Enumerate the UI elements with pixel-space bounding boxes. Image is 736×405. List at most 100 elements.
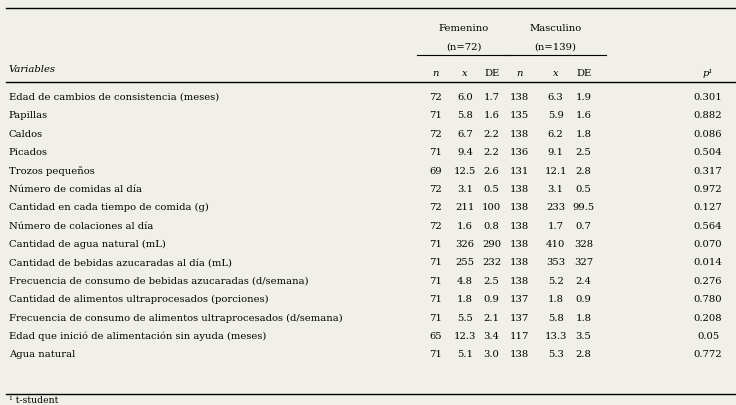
Text: 3.1: 3.1 <box>457 184 473 194</box>
Text: 1.6: 1.6 <box>576 111 592 120</box>
Text: 71: 71 <box>429 294 442 303</box>
Text: 3.0: 3.0 <box>484 350 500 358</box>
Text: n: n <box>433 68 439 77</box>
Text: 5.2: 5.2 <box>548 276 564 285</box>
Text: 2.6: 2.6 <box>484 166 500 175</box>
Text: 99.5: 99.5 <box>573 203 595 212</box>
Text: 138: 138 <box>510 239 529 248</box>
Text: 328: 328 <box>574 239 593 248</box>
Text: Variables: Variables <box>9 64 56 73</box>
Text: 5.9: 5.9 <box>548 111 564 120</box>
Text: 327: 327 <box>574 258 593 267</box>
Text: Cantidad de agua natural (mL): Cantidad de agua natural (mL) <box>9 239 166 249</box>
Text: 13.3: 13.3 <box>545 331 567 340</box>
Text: 1.8: 1.8 <box>576 130 592 139</box>
Text: 0.127: 0.127 <box>693 203 723 212</box>
Text: 4.8: 4.8 <box>457 276 473 285</box>
Text: 1.8: 1.8 <box>548 294 564 303</box>
Text: 5.8: 5.8 <box>457 111 473 120</box>
Text: 410: 410 <box>546 239 565 248</box>
Text: 353: 353 <box>546 258 565 267</box>
Text: 5.8: 5.8 <box>548 313 564 322</box>
Text: 69: 69 <box>429 166 442 175</box>
Text: Número de colaciones al día: Número de colaciones al día <box>9 221 153 230</box>
Text: DE: DE <box>484 68 499 77</box>
Text: DE: DE <box>576 68 591 77</box>
Text: 71: 71 <box>429 258 442 267</box>
Text: 1.7: 1.7 <box>548 221 564 230</box>
Text: 0.504: 0.504 <box>693 148 723 157</box>
Text: 6.7: 6.7 <box>457 130 473 139</box>
Text: 0.972: 0.972 <box>694 184 722 194</box>
Text: 2.4: 2.4 <box>576 276 592 285</box>
Text: 131: 131 <box>510 166 529 175</box>
Text: 117: 117 <box>510 331 529 340</box>
Text: Edad de cambios de consistencia (meses): Edad de cambios de consistencia (meses) <box>9 93 219 102</box>
Text: 6.0: 6.0 <box>457 93 473 102</box>
Text: 138: 138 <box>510 130 529 139</box>
Text: (n=139): (n=139) <box>534 42 576 51</box>
Text: 0.086: 0.086 <box>694 130 722 139</box>
Text: 12.1: 12.1 <box>545 166 567 175</box>
Text: (n=72): (n=72) <box>446 42 481 51</box>
Text: 138: 138 <box>510 350 529 358</box>
Text: 71: 71 <box>429 350 442 358</box>
Text: Caldos: Caldos <box>9 130 43 139</box>
Text: 135: 135 <box>510 111 529 120</box>
Text: 255: 255 <box>456 258 475 267</box>
Text: 0.317: 0.317 <box>693 166 723 175</box>
Text: Frecuencia de consumo de alimentos ultraprocesados (d/semana): Frecuencia de consumo de alimentos ultra… <box>9 313 342 322</box>
Text: 5.1: 5.1 <box>457 350 473 358</box>
Text: 5.5: 5.5 <box>457 313 473 322</box>
Text: 0.8: 0.8 <box>484 221 500 230</box>
Text: 2.8: 2.8 <box>576 166 592 175</box>
Text: 71: 71 <box>429 276 442 285</box>
Text: 326: 326 <box>456 239 475 248</box>
Text: Número de comidas al día: Número de comidas al día <box>9 184 142 194</box>
Text: 2.2: 2.2 <box>484 130 500 139</box>
Text: 138: 138 <box>510 258 529 267</box>
Text: 290: 290 <box>482 239 501 248</box>
Text: 6.3: 6.3 <box>548 93 564 102</box>
Text: 137: 137 <box>510 294 529 303</box>
Text: 0.5: 0.5 <box>576 184 592 194</box>
Text: 1.9: 1.9 <box>576 93 592 102</box>
Text: Agua natural: Agua natural <box>9 350 75 358</box>
Text: 1.6: 1.6 <box>484 111 500 120</box>
Text: 138: 138 <box>510 221 529 230</box>
Text: p¹: p¹ <box>703 68 713 77</box>
Text: 138: 138 <box>510 203 529 212</box>
Text: 2.2: 2.2 <box>484 148 500 157</box>
Text: 136: 136 <box>510 148 529 157</box>
Text: Papillas: Papillas <box>9 111 48 120</box>
Text: 2.5: 2.5 <box>576 148 592 157</box>
Text: 65: 65 <box>429 331 442 340</box>
Text: 0.882: 0.882 <box>694 111 722 120</box>
Text: 71: 71 <box>429 148 442 157</box>
Text: 100: 100 <box>482 203 501 212</box>
Text: 0.780: 0.780 <box>694 294 722 303</box>
Text: 9.4: 9.4 <box>457 148 473 157</box>
Text: Picados: Picados <box>9 148 48 157</box>
Text: 232: 232 <box>482 258 501 267</box>
Text: Cantidad en cada tiempo de comida (g): Cantidad en cada tiempo de comida (g) <box>9 203 209 212</box>
Text: Masculino: Masculino <box>529 24 581 33</box>
Text: 0.7: 0.7 <box>576 221 592 230</box>
Text: 0.564: 0.564 <box>694 221 722 230</box>
Text: Cantidad de alimentos ultraprocesados (porciones): Cantidad de alimentos ultraprocesados (p… <box>9 294 269 304</box>
Text: 0.9: 0.9 <box>576 294 592 303</box>
Text: 72: 72 <box>429 203 442 212</box>
Text: 2.5: 2.5 <box>484 276 500 285</box>
Text: 2.8: 2.8 <box>576 350 592 358</box>
Text: 1.8: 1.8 <box>576 313 592 322</box>
Text: 1.8: 1.8 <box>457 294 473 303</box>
Text: 0.070: 0.070 <box>694 239 722 248</box>
Text: 71: 71 <box>429 111 442 120</box>
Text: 72: 72 <box>429 184 442 194</box>
Text: Femenino: Femenino <box>439 24 489 33</box>
Text: 3.1: 3.1 <box>548 184 564 194</box>
Text: 0.772: 0.772 <box>694 350 722 358</box>
Text: 0.301: 0.301 <box>693 93 723 102</box>
Text: Frecuencia de consumo de bebidas azucaradas (d/semana): Frecuencia de consumo de bebidas azucara… <box>9 276 308 285</box>
Text: 12.5: 12.5 <box>454 166 476 175</box>
